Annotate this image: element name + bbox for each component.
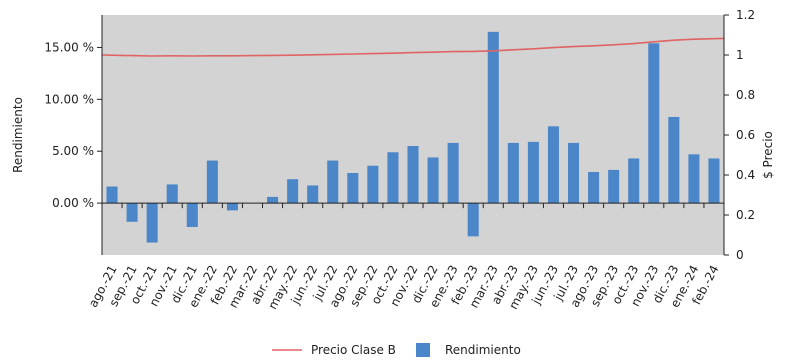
bar (588, 171, 600, 204)
bar (608, 169, 620, 204)
y-right-tick-label: 1 (736, 48, 744, 62)
bar (568, 142, 580, 204)
bar (367, 165, 379, 204)
y-left-ticks: 0.00 % 5.00 % 10.00 % 15.00 % (44, 40, 102, 210)
bar (106, 186, 118, 204)
bar (708, 158, 720, 204)
bar (267, 196, 279, 204)
y-right-tick-label: 0.8 (736, 88, 755, 102)
bar (146, 203, 158, 243)
bar (668, 116, 680, 204)
bar (547, 126, 559, 204)
legend-label-return: Rendimiento (445, 343, 521, 357)
bar (648, 43, 660, 204)
bar (206, 160, 218, 204)
bar (628, 158, 640, 204)
y-right-tick-label: 0.2 (736, 208, 755, 222)
y-right-tick-label: 1.2 (736, 8, 755, 22)
y-left-tick-label: 10.00 % (44, 92, 94, 106)
y-right-tick-label: 0 (736, 248, 744, 262)
bar (407, 146, 419, 204)
bar (186, 203, 198, 227)
y-left-tick-label: 0.00 % (52, 196, 94, 210)
legend-label-price: Precio Clase B (311, 343, 396, 357)
bar (487, 31, 499, 204)
bar (327, 160, 339, 204)
y-left-axis-title: Rendimiento (11, 97, 25, 173)
bar (427, 157, 439, 204)
y-right-tick-label: 0.4 (736, 168, 755, 182)
y-left-tick-label: 5.00 % (52, 144, 94, 158)
y-right-tick-label: 0.6 (736, 128, 755, 142)
bar (507, 142, 519, 204)
y-right-ticks: 0 0.2 0.4 0.6 0.8 1 1.2 (724, 8, 755, 262)
x-tick-labels: ago.-21sep.-21oct.-21nov.-21dic.-21ene.-… (86, 263, 722, 312)
bar (347, 173, 359, 204)
bar (447, 142, 459, 204)
bar (688, 154, 700, 204)
bar (166, 184, 178, 204)
bar-series (106, 31, 720, 243)
bar (307, 185, 319, 204)
bar (226, 203, 238, 211)
bar (287, 179, 299, 204)
legend: Precio Clase B Rendimiento (272, 343, 521, 357)
bar (527, 141, 539, 204)
bar (387, 152, 399, 204)
y-right-axis-title: $ Precio (761, 131, 775, 179)
price-line (101, 37, 725, 57)
legend-bar-swatch (416, 343, 430, 357)
bar (467, 203, 479, 237)
plot-area (102, 15, 724, 255)
bar (126, 203, 138, 222)
y-left-tick-label: 15.00 % (44, 40, 94, 54)
